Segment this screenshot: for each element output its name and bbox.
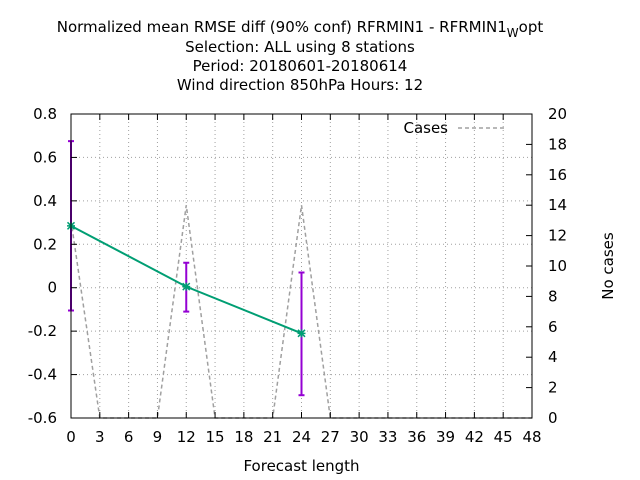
chart-subtitle-period: Period: 20180601-20180614: [193, 57, 408, 75]
x-tick-label: 24: [292, 428, 311, 446]
x-tick-label: 3: [95, 428, 105, 446]
y2-axis-label: No cases: [599, 232, 617, 300]
y2-tick-label: 16: [548, 166, 567, 184]
x-tick-label: 6: [124, 428, 134, 446]
y2-tick-label: 20: [548, 105, 567, 123]
y2-tick-label: 18: [548, 135, 567, 153]
y2-tick-label: 10: [548, 257, 567, 275]
axes: 0 3 6 9 12 15 18 21 24 27 30 33 36 39 42 45 48-0.6-0.4-0…: [28, 105, 567, 446]
y-tick-label: 0: [47, 279, 57, 297]
y-tick-label: 0.6: [33, 148, 57, 166]
y-tick-label: -0.4: [28, 366, 57, 384]
x-tick-label: 18: [234, 428, 253, 446]
x-tick-label: 27: [321, 428, 340, 446]
x-tick-label: 30: [350, 428, 369, 446]
y-tick-label: 0.8: [33, 105, 57, 123]
chart-subtitle-selection: Selection: ALL using 8 stations: [185, 38, 415, 56]
chart-title-suffix: opt: [519, 18, 544, 36]
y2-tick-label: 4: [548, 348, 558, 366]
chart-title-main: Normalized mean RMSE diff (90% conf) RFR…: [57, 18, 507, 36]
y-tick-label: -0.2: [28, 322, 57, 340]
data-point-marker: [182, 282, 191, 291]
x-tick-label: 48: [522, 428, 541, 446]
data-point-marker: [297, 329, 306, 338]
legend-label-cases: Cases: [403, 119, 448, 137]
y-tick-label: 0.2: [33, 235, 57, 253]
x-tick-label: 9: [153, 428, 163, 446]
chart-title: Normalized mean RMSE diff (90% conf) RFR…: [57, 18, 544, 94]
x-axis-label: Forecast length: [243, 457, 359, 475]
chart-title-line: Normalized mean RMSE diff (90% conf) RFR…: [57, 18, 544, 40]
y2-tick-label: 0: [548, 409, 558, 427]
x-tick-label: 15: [206, 428, 225, 446]
y2-tick-label: 2: [548, 379, 558, 397]
y2-tick-label: 14: [548, 196, 567, 214]
x-tick-label: 45: [494, 428, 513, 446]
x-tick-label: 0: [66, 428, 76, 446]
y-tick-label: -0.6: [28, 409, 57, 427]
y2-tick-label: 6: [548, 318, 558, 336]
y2-tick-label: 8: [548, 287, 558, 305]
chart-title-subscript: W: [507, 26, 519, 40]
x-tick-label: 33: [378, 428, 397, 446]
x-tick-label: 39: [436, 428, 455, 446]
y-tick-label: 0.4: [33, 192, 57, 210]
x-tick-label: 12: [177, 428, 196, 446]
plot-frame: [70, 113, 533, 419]
series: [66, 140, 532, 419]
x-tick-label: 42: [465, 428, 484, 446]
legend: Cases: [403, 119, 506, 137]
x-tick-label: 36: [407, 428, 426, 446]
y2-tick-label: 12: [548, 227, 567, 245]
chart-subtitle-parameter: Wind direction 850hPa Hours: 12: [177, 76, 423, 94]
x-tick-label: 21: [263, 428, 282, 446]
